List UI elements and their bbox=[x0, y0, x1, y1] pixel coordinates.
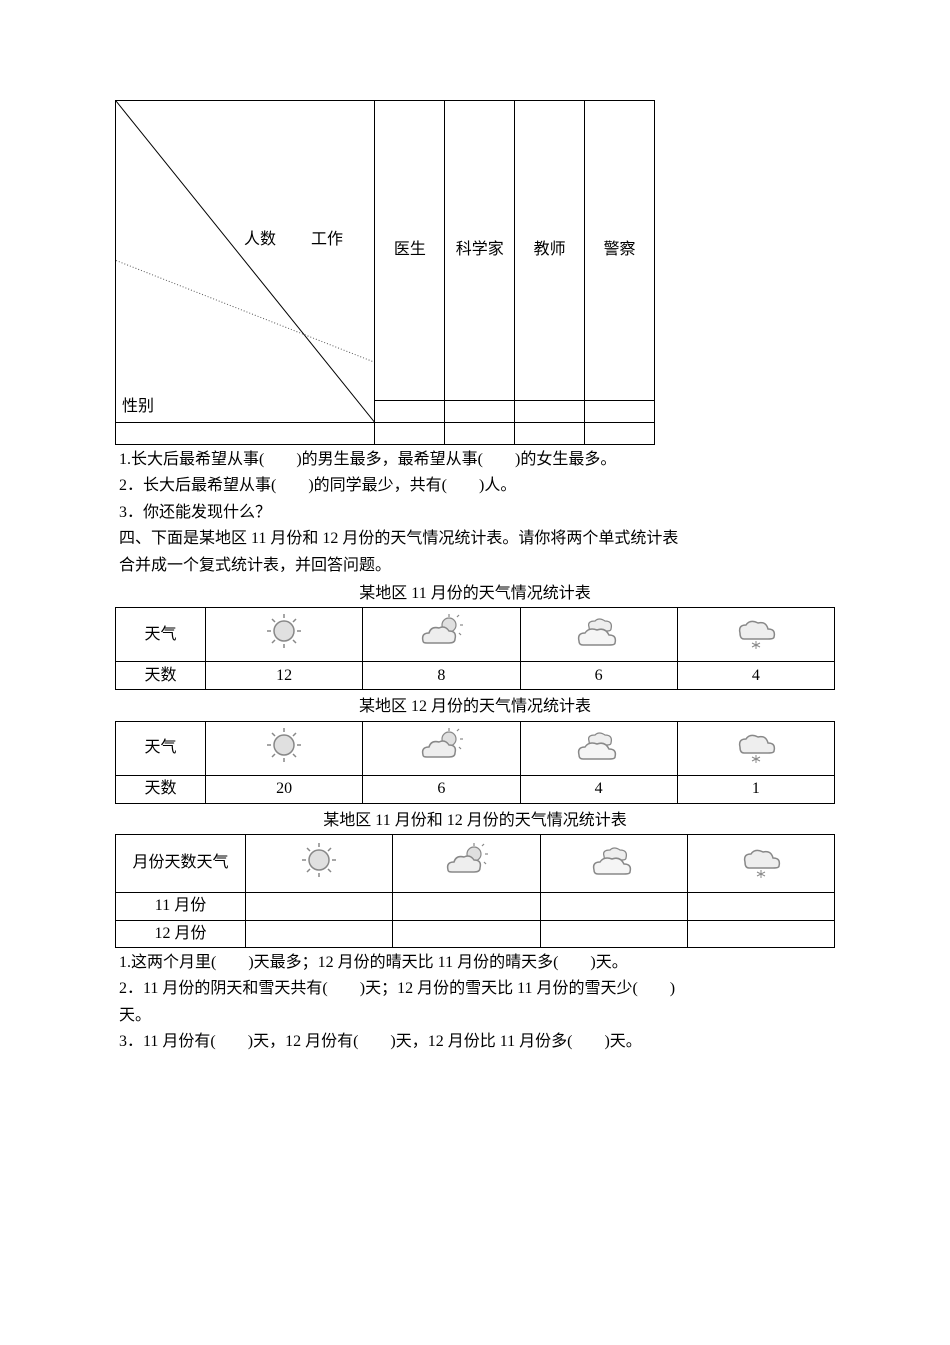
combined-header: 月份天数天气 bbox=[116, 835, 246, 893]
icon-snow-cell bbox=[677, 608, 834, 662]
question-a3: 3．你还能发现什么？ bbox=[115, 502, 835, 524]
caption-nov: 某地区 11 月份的天气情况统计表 bbox=[115, 583, 835, 605]
caption-dec: 某地区 12 月份的天气情况统计表 bbox=[115, 696, 835, 718]
blank-cell bbox=[116, 423, 375, 445]
sunny-icon bbox=[254, 725, 314, 765]
diag-label-count: 人数 bbox=[244, 229, 276, 251]
col-police: 警察 bbox=[585, 101, 655, 401]
question-b3: 3．11 月份有( )天，12 月份有( )天，12 月份比 11 月份多( )… bbox=[115, 1031, 835, 1053]
nov-snow-days: 4 bbox=[677, 662, 834, 690]
combined-row-nov: 11 月份 bbox=[116, 893, 246, 920]
label-weather: 天气 bbox=[116, 608, 206, 662]
col-scientist: 科学家 bbox=[445, 101, 515, 401]
icon-cloudy-cell bbox=[520, 608, 677, 662]
sunny-icon bbox=[254, 611, 314, 651]
question-b2a: 2．11 月份的阴天和雪天共有( )天；12 月份的雪天比 11 月份的雪天少(… bbox=[115, 978, 835, 1000]
blank-cell bbox=[585, 401, 655, 423]
question-b2b: 天。 bbox=[115, 1005, 835, 1027]
col-doctor: 医生 bbox=[375, 101, 445, 401]
blank-cell bbox=[375, 423, 445, 445]
dec-partly-days: 6 bbox=[363, 775, 520, 803]
icon-partly-cell bbox=[363, 721, 520, 775]
question-a2: 2．长大后最希望从事( )的同学最少，共有( )人。 bbox=[115, 475, 835, 497]
section4-text-a: 四、下面是某地区 11 月份和 12 月份的天气情况统计表。请你将两个单式统计表 bbox=[115, 528, 835, 550]
blank-cell bbox=[585, 423, 655, 445]
nov-weather-table: 天气 天数 12 8 6 4 bbox=[115, 607, 835, 690]
blank-cell bbox=[393, 893, 540, 920]
caption-combined: 某地区 11 月份和 12 月份的天气情况统计表 bbox=[115, 810, 835, 832]
partly-cloudy-icon bbox=[411, 611, 471, 651]
cloudy-icon bbox=[569, 725, 629, 765]
blank-cell bbox=[246, 893, 393, 920]
icon-partly-cell bbox=[393, 835, 540, 893]
blank-cell bbox=[687, 893, 834, 920]
snow-icon bbox=[731, 840, 791, 880]
blank-cell bbox=[445, 401, 515, 423]
nov-partly-days: 8 bbox=[363, 662, 520, 690]
icon-partly-cell bbox=[363, 608, 520, 662]
icon-cloudy-cell bbox=[520, 721, 677, 775]
dec-weather-table: 天气 天数 20 6 4 1 bbox=[115, 721, 835, 804]
nov-cloudy-days: 6 bbox=[520, 662, 677, 690]
icon-cloudy-cell bbox=[540, 835, 687, 893]
icon-sunny-cell bbox=[206, 608, 363, 662]
cloudy-icon bbox=[569, 611, 629, 651]
nov-sunny-days: 12 bbox=[206, 662, 363, 690]
icon-sunny-cell bbox=[246, 835, 393, 893]
blank-cell bbox=[375, 401, 445, 423]
blank-cell bbox=[540, 893, 687, 920]
blank-cell bbox=[687, 920, 834, 947]
section4-text-b: 合并成一个复式统计表，并回答问题。 bbox=[115, 555, 835, 577]
cloudy-icon bbox=[584, 840, 644, 880]
blank-cell bbox=[246, 920, 393, 947]
label-weather: 天气 bbox=[116, 721, 206, 775]
dec-sunny-days: 20 bbox=[206, 775, 363, 803]
col-teacher: 教师 bbox=[515, 101, 585, 401]
occupation-table: 人数 工作 性别 医生 科学家 教师 警察 bbox=[115, 100, 655, 445]
diagonal-header-cell: 人数 工作 性别 bbox=[116, 101, 375, 423]
dec-snow-days: 1 bbox=[677, 775, 834, 803]
dec-cloudy-days: 4 bbox=[520, 775, 677, 803]
diag-label-work: 工作 bbox=[311, 229, 343, 251]
blank-cell bbox=[515, 423, 585, 445]
diagonal-lines bbox=[116, 101, 374, 422]
icon-snow-cell bbox=[687, 835, 834, 893]
diag-label-gender: 性别 bbox=[122, 396, 154, 418]
label-days: 天数 bbox=[116, 662, 206, 690]
blank-cell bbox=[393, 920, 540, 947]
combined-weather-table: 月份天数天气 11 月份 12 月份 bbox=[115, 834, 835, 948]
partly-cloudy-icon bbox=[411, 725, 471, 765]
label-days: 天数 bbox=[116, 775, 206, 803]
icon-snow-cell bbox=[677, 721, 834, 775]
blank-cell bbox=[540, 920, 687, 947]
blank-cell bbox=[445, 423, 515, 445]
snow-icon bbox=[726, 611, 786, 651]
combined-row-dec: 12 月份 bbox=[116, 920, 246, 947]
question-b1: 1.这两个月里( )天最多；12 月份的晴天比 11 月份的晴天多( )天。 bbox=[115, 952, 835, 974]
icon-sunny-cell bbox=[206, 721, 363, 775]
partly-cloudy-icon bbox=[436, 840, 496, 880]
blank-cell bbox=[515, 401, 585, 423]
question-a1: 1.长大后最希望从事( )的男生最多，最希望从事( )的女生最多。 bbox=[115, 449, 835, 471]
snow-icon bbox=[726, 725, 786, 765]
sunny-icon bbox=[289, 840, 349, 880]
